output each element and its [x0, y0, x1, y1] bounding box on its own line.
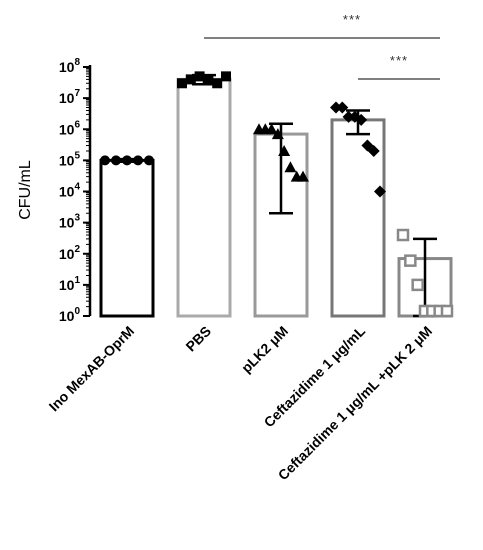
- data-point: [212, 78, 223, 89]
- data-point: [396, 228, 410, 242]
- data-point: [203, 74, 214, 85]
- data-point: [111, 155, 121, 166]
- category-label: Ino MexAB-OprM: [46, 323, 138, 415]
- data-point: [278, 145, 291, 157]
- error-bars-layer: [115, 73, 437, 318]
- y-tick-label: 108: [59, 57, 81, 75]
- y-tick-label: 103: [59, 213, 81, 231]
- data-point: [330, 101, 342, 114]
- data-point: [411, 278, 424, 292]
- data-point: [367, 145, 380, 158]
- significance-label: ***: [390, 53, 408, 68]
- data-point: [440, 304, 454, 318]
- significance-bracket: ***: [358, 53, 440, 80]
- data-point: [342, 110, 355, 123]
- y-tick-label: 102: [59, 244, 81, 262]
- data-point: [185, 74, 196, 85]
- data-point: [355, 113, 368, 126]
- category-label: pLK2 μM: [238, 323, 291, 376]
- error-bar-5: [413, 237, 437, 318]
- data-point: [284, 161, 297, 173]
- data-point: [271, 128, 284, 140]
- data-point: [336, 101, 349, 114]
- significance-bracket: ***: [204, 12, 440, 39]
- category-label: PBS: [182, 323, 214, 355]
- y-tick-label: 107: [59, 88, 81, 106]
- y-tick-label: 100: [59, 306, 81, 324]
- y-axis: 100 101 102 103 104 105 106 107 108: [59, 57, 92, 324]
- data-point: [122, 155, 132, 166]
- bar-1: [99, 158, 155, 318]
- y-axis-title: CFU/mL: [17, 160, 34, 220]
- data-point: [374, 185, 386, 198]
- data-point: [297, 170, 309, 182]
- significance-label: ***: [343, 12, 361, 27]
- data-point: [177, 78, 187, 89]
- data-point: [133, 155, 143, 166]
- bars-layer: [99, 77, 453, 318]
- y-tick-label: 106: [59, 119, 81, 137]
- data-point: [144, 155, 154, 166]
- data-point: [265, 123, 278, 135]
- significance-layer: *** ***: [204, 12, 440, 80]
- bar-2: [176, 77, 232, 318]
- y-tick-label: 104: [59, 182, 81, 200]
- data-points-layer: [100, 71, 454, 318]
- y-tick-label: 105: [59, 150, 81, 168]
- y-tick-label: 101: [59, 275, 81, 293]
- data-point: [404, 254, 417, 267]
- data-point: [221, 71, 231, 82]
- data-point: [100, 155, 110, 166]
- data-point: [194, 71, 205, 82]
